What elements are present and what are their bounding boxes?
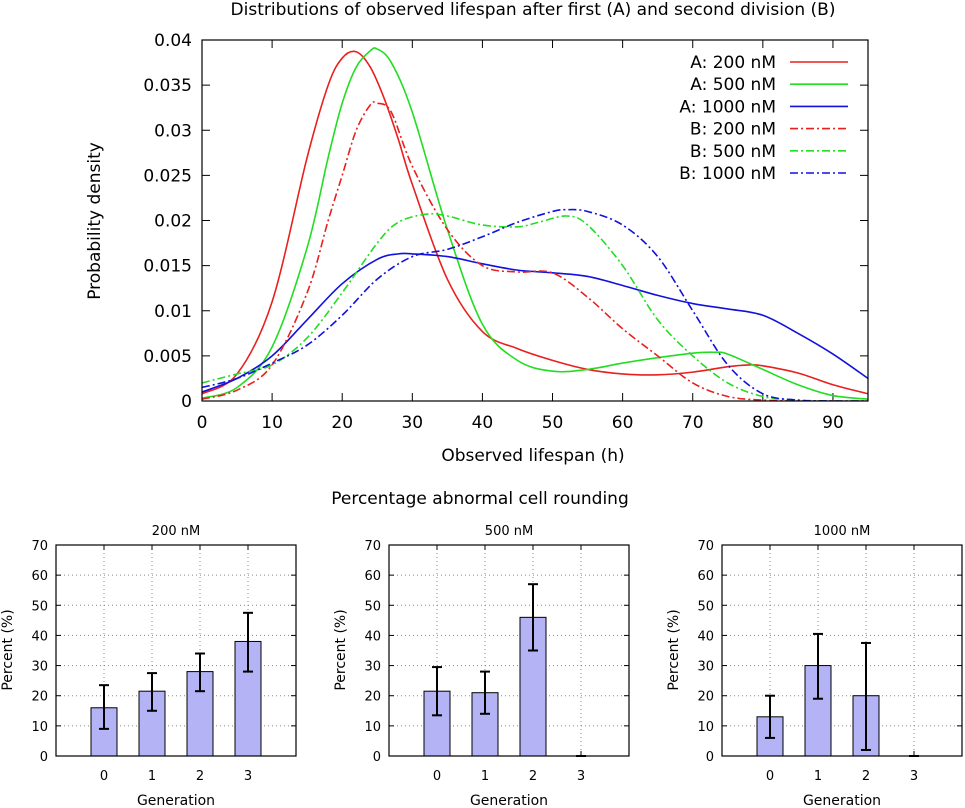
x-tick-label: 70 — [682, 413, 704, 433]
bar-chart-500-ylabel: Percent (%) — [333, 609, 349, 690]
y-tick-label: 0.015 — [143, 257, 192, 277]
y-tick-label: 30 — [31, 660, 48, 675]
y-tick-label: 50 — [364, 599, 381, 614]
y-tick-label: 50 — [31, 599, 48, 614]
y-tick-label: 60 — [364, 569, 381, 584]
y-tick-label: 40 — [31, 629, 48, 644]
y-tick-label: 20 — [364, 690, 381, 705]
y-tick-label: 0.035 — [143, 76, 192, 96]
line-series-4 — [202, 101, 868, 401]
bar-chart-500: 0 10 20 30 40 50 60 70 0 1 2 3 — [364, 539, 630, 784]
x-tick-label: 20 — [331, 413, 353, 433]
legend-label: A: 500 nM — [690, 75, 776, 95]
line-chart-xlabel: Observed lifespan (h) — [441, 446, 624, 466]
line-chart-title: Distributions of observed lifespan after… — [231, 0, 836, 20]
y-tick-label: 40 — [697, 629, 714, 644]
y-tick-label: 0 — [706, 750, 714, 765]
y-tick-label: 0 — [40, 750, 48, 765]
y-tick-label: 50 — [697, 599, 714, 614]
y-tick-label: 0.04 — [154, 31, 192, 51]
x-tick-label: 60 — [612, 413, 634, 433]
y-tick-label: 0.025 — [143, 166, 192, 186]
x-tick-label: 3 — [244, 769, 252, 784]
x-tick-label: 10 — [261, 413, 283, 433]
y-tick-label: 70 — [364, 539, 381, 554]
line-series-6 — [202, 208, 868, 401]
bar-chart-frame — [55, 544, 297, 757]
x-tick-label: 0 — [433, 769, 441, 784]
bar-chart-1000-title: 1000 nM — [814, 524, 871, 539]
y-tick-label: 0 — [373, 750, 381, 765]
y-tick-label: 0.005 — [143, 347, 192, 367]
x-tick-label: 40 — [472, 413, 494, 433]
line-series-1 — [202, 50, 868, 395]
line-series-group — [202, 47, 868, 401]
legend-label: B: 1000 nM — [679, 164, 776, 184]
x-tick-label: 2 — [862, 769, 870, 784]
bar-chart-200: 0 10 20 30 40 50 60 70 0 1 2 3 — [31, 539, 297, 784]
line-series-5 — [202, 212, 868, 401]
x-tick-label: 2 — [196, 769, 204, 784]
x-tick-label: 3 — [577, 769, 585, 784]
y-tick-label: 20 — [697, 690, 714, 705]
bar-chart-frame — [721, 544, 963, 757]
x-tick-label: 1 — [148, 769, 156, 784]
bar-chart-500-xlabel: Generation — [470, 793, 548, 808]
y-tick-label: 0.01 — [154, 302, 192, 322]
y-tick-label: 0 — [181, 392, 192, 412]
y-tick-label: 0.02 — [154, 212, 192, 232]
x-tick-label: 90 — [822, 413, 844, 433]
line-series-2 — [202, 47, 868, 400]
bar-chart-200-title: 200 nM — [152, 524, 200, 539]
y-tick-label: 70 — [31, 539, 48, 554]
line-series-3 — [202, 252, 868, 393]
y-tick-label: 30 — [697, 660, 714, 675]
legend-label: A: 200 nM — [690, 53, 776, 73]
bar-chart-1000-xlabel: Generation — [803, 793, 881, 808]
bar-chart-1000-ylabel: Percent (%) — [666, 609, 682, 690]
y-tick-label: 40 — [364, 629, 381, 644]
x-tick-label: 50 — [542, 413, 564, 433]
bar-chart-frame — [388, 544, 630, 757]
x-tick-label: 30 — [401, 413, 423, 433]
line-chart: 0 0.005 0.01 0.015 0.02 0.025 0.03 0.035 0.04 0 10… — [143, 31, 869, 433]
x-tick-label: 80 — [752, 413, 774, 433]
line-chart-ylabel: Probability density — [85, 142, 105, 300]
x-tick-label: 0 — [197, 413, 208, 433]
bar-chart-200-xlabel: Generation — [137, 793, 215, 808]
y-tick-label: 60 — [697, 569, 714, 584]
y-tick-label: 10 — [31, 720, 48, 735]
legend-label: A: 1000 nM — [679, 97, 776, 117]
bar-section-title: Percentage abnormal cell rounding — [331, 489, 629, 509]
y-tick-label: 10 — [364, 720, 381, 735]
y-tick-label: 30 — [364, 660, 381, 675]
line-chart-frame — [201, 39, 869, 402]
x-tick-label: 0 — [100, 769, 108, 784]
x-tick-label: 1 — [481, 769, 489, 784]
y-tick-label: 20 — [31, 690, 48, 705]
x-tick-label: 2 — [529, 769, 537, 784]
y-tick-label: 0.03 — [154, 121, 192, 141]
legend-label: B: 200 nM — [690, 120, 776, 140]
x-tick-label: 0 — [766, 769, 774, 784]
x-tick-label: 3 — [910, 769, 918, 784]
y-tick-label: 60 — [31, 569, 48, 584]
y-tick-label: 70 — [697, 539, 714, 554]
bar-chart-500-title: 500 nM — [485, 524, 533, 539]
bar-chart-200-ylabel: Percent (%) — [0, 609, 16, 690]
bar-chart-1000: 0 10 20 30 40 50 60 70 0 1 2 3 — [697, 539, 963, 784]
y-tick-label: 10 — [697, 720, 714, 735]
legend-label: B: 500 nM — [690, 142, 776, 162]
x-tick-label: 1 — [814, 769, 822, 784]
